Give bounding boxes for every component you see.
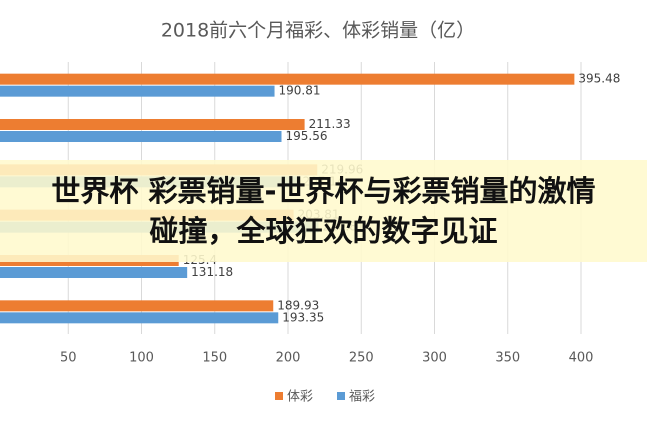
overlay-text: 世界杯 彩票销量-世界杯与彩票销量的激情碰撞，全球狂欢的数字见证	[51, 174, 596, 248]
x-tick-label: 250	[349, 351, 374, 366]
overlay-banner: 世界杯 彩票销量-世界杯与彩票销量的激情碰撞，全球狂欢的数字见证	[0, 160, 647, 262]
legend-swatch	[337, 392, 345, 400]
x-tick-label: 100	[129, 351, 154, 366]
legend-swatch	[275, 392, 283, 400]
data-label: 189.93	[277, 298, 319, 312]
data-label: 193.35	[282, 310, 324, 324]
x-tick-label: 300	[422, 351, 447, 366]
legend-label: 体彩	[287, 390, 313, 405]
x-tick-label: 400	[569, 351, 594, 366]
bar	[0, 119, 305, 130]
data-label: 195.56	[285, 129, 327, 143]
bar	[0, 85, 275, 97]
data-label: 131.18	[191, 265, 233, 279]
bar	[0, 73, 575, 85]
data-label: 190.81	[279, 84, 321, 98]
x-tick-label: 150	[202, 351, 227, 366]
x-tick-label: 350	[495, 351, 520, 366]
data-label: 395.48	[578, 72, 620, 86]
bar	[0, 300, 274, 312]
bar	[0, 312, 279, 324]
legend-label: 福彩	[349, 390, 375, 405]
bar	[0, 131, 282, 142]
chart-title: 2018前六个月福彩、体彩销量（亿）	[161, 20, 475, 42]
x-tick-label: 50	[60, 351, 77, 366]
data-label: 211.33	[309, 117, 351, 131]
x-tick-label: 200	[276, 351, 301, 366]
bar	[0, 267, 188, 278]
